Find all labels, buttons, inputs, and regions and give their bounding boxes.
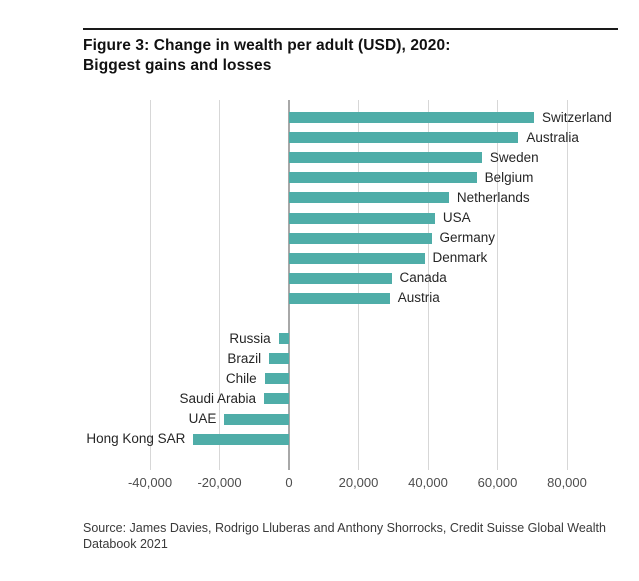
bar-australia xyxy=(289,132,519,144)
bar-label: Hong Kong SAR xyxy=(86,431,186,447)
x-tick-label: 20,000 xyxy=(338,475,379,490)
x-tick-label: -40,000 xyxy=(127,475,173,490)
bar-saudi-arabia xyxy=(264,393,289,405)
title-rule xyxy=(83,28,618,30)
figure-title: Figure 3: Change in wealth per adult (US… xyxy=(83,36,618,76)
bar-uae xyxy=(224,413,289,425)
bar-russia xyxy=(278,333,289,345)
gridline xyxy=(219,100,220,470)
bar-germany xyxy=(289,232,432,244)
x-tick-label: 60,000 xyxy=(477,475,518,490)
bar-label: USA xyxy=(442,210,471,225)
bar-netherlands xyxy=(289,192,449,204)
bar-label: Austria xyxy=(397,290,440,306)
gridline xyxy=(497,100,498,470)
bar-label: Russia xyxy=(229,330,271,346)
source-note: Source: James Davies, Rodrigo Lluberas a… xyxy=(83,521,606,551)
x-tick-label: 0 xyxy=(285,475,293,490)
bar-brazil xyxy=(269,353,289,365)
bar-austria xyxy=(289,292,390,304)
bar-label: Belgium xyxy=(484,169,534,185)
x-tick-label: 80,000 xyxy=(547,475,587,490)
bar-label: Netherlands xyxy=(456,189,530,205)
bar-label: UAE xyxy=(188,411,217,426)
zero-axis-line xyxy=(288,100,290,470)
bar-label: Canada xyxy=(399,270,447,286)
figure-title-line2: Biggest gains and losses xyxy=(83,57,272,74)
gridline xyxy=(566,100,568,470)
bar-label: Denmark xyxy=(432,250,488,266)
bar-label: Australia xyxy=(526,129,579,145)
bar-belgium xyxy=(289,172,477,184)
bar-chile xyxy=(264,373,289,385)
gridline xyxy=(149,100,151,470)
gridline xyxy=(358,100,359,470)
bar-denmark xyxy=(289,252,425,264)
x-tick-label: 40,000 xyxy=(408,475,448,490)
bar-canada xyxy=(289,272,392,284)
bar-hong-kong-sar xyxy=(193,433,289,445)
bar-label: Sweden xyxy=(489,149,539,165)
x-tick-label: -20,000 xyxy=(197,475,242,490)
bar-sweden xyxy=(289,152,482,164)
bar-label: Chile xyxy=(225,370,257,386)
figure-title-line1: Figure 3: Change in wealth per adult (US… xyxy=(83,37,451,54)
bar-label: Germany xyxy=(439,230,496,246)
bar-label: Saudi Arabia xyxy=(179,390,256,406)
bar-switzerland xyxy=(289,112,534,123)
gridline xyxy=(427,100,429,470)
bar-label: Brazil xyxy=(227,350,262,366)
bar-label: Switzerland xyxy=(542,109,612,125)
bar-usa xyxy=(289,212,435,224)
